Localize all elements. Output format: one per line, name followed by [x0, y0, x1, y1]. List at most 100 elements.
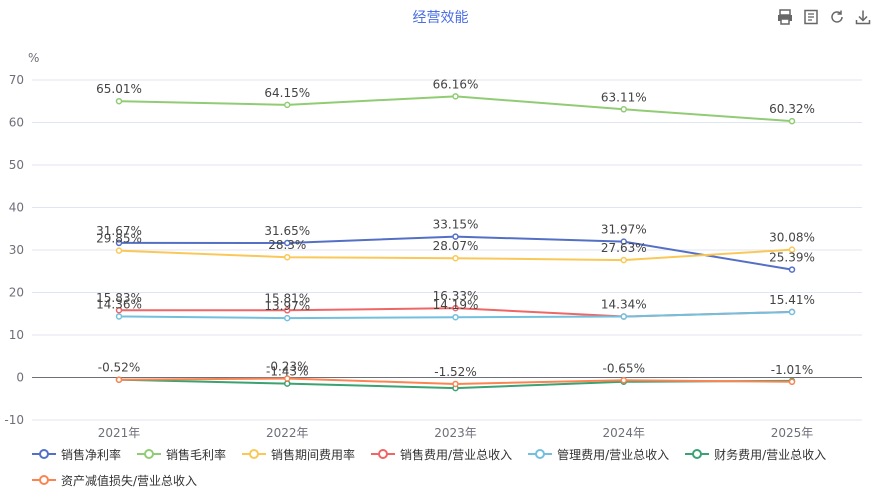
data-point[interactable]: [284, 239, 291, 247]
data-point[interactable]: [788, 378, 796, 386]
y-tick-label: 0: [16, 371, 24, 385]
data-point[interactable]: [284, 375, 291, 382]
series-lines: [115, 93, 796, 392]
data-label: 27.63%: [601, 241, 647, 255]
data-point[interactable]: [452, 380, 459, 388]
data-label: 14.36%: [96, 297, 142, 311]
data-label: 29.85%: [96, 232, 142, 246]
y-tick-label: 30: [9, 243, 24, 257]
legend-label: 销售期间费用率: [271, 447, 356, 462]
data-point[interactable]: [115, 97, 123, 105]
data-label: -1.01%: [771, 363, 813, 377]
data-label: 64.15%: [264, 86, 310, 100]
data-point[interactable]: [284, 314, 291, 322]
legend-item[interactable]: 销售期间费用率: [242, 446, 355, 462]
data-point[interactable]: [620, 238, 627, 245]
data-label: 14.19%: [433, 298, 479, 312]
legend-swatch-icon: [242, 449, 267, 459]
data-point[interactable]: [620, 106, 627, 113]
legend-label: 资产减值损失/营业总收入: [61, 473, 198, 488]
legend-label: 管理费用/营业总收入: [557, 447, 670, 462]
data-point[interactable]: [284, 307, 291, 314]
data-label: 63.11%: [601, 90, 647, 104]
data-point[interactable]: [115, 247, 123, 254]
data-label: 33.15%: [433, 218, 479, 232]
legend-item[interactable]: 资产减值损失/营业总收入: [32, 472, 197, 488]
data-label: 14.34%: [601, 298, 647, 312]
legend-swatch-icon: [685, 449, 710, 459]
data-point[interactable]: [620, 256, 627, 264]
data-label: 15.83%: [96, 291, 142, 305]
legend-swatch-icon: [371, 449, 396, 459]
y-tick-label: 70: [9, 73, 24, 87]
chart-title: 经营效能: [412, 10, 469, 26]
data-label: 16.33%: [433, 289, 479, 303]
axes: -10 0 10 20 30 40 50 60 70% 2021年 2022年 2023年 2024年 2…: [4, 51, 813, 440]
data-point[interactable]: [452, 313, 459, 321]
data-view-icon[interactable]: [801, 7, 821, 27]
y-tick-label: -10: [4, 413, 24, 427]
y-axis-unit: %: [28, 51, 39, 65]
y-tick-label: 60: [9, 116, 24, 130]
y-tick-label: 20: [9, 286, 24, 300]
legend-item[interactable]: 销售净利率: [32, 446, 121, 462]
data-point[interactable]: [284, 380, 291, 387]
data-label: 25.39%: [769, 251, 815, 265]
x-tick-label: 2021年: [98, 426, 141, 440]
data-label: 13.97%: [264, 299, 310, 313]
legend-swatch-icon: [137, 449, 162, 459]
data-label: 31.67%: [96, 224, 142, 238]
data-label: 28.3%: [268, 238, 306, 252]
data-point[interactable]: [620, 377, 627, 384]
data-point[interactable]: [452, 254, 459, 262]
data-point[interactable]: [788, 266, 796, 273]
y-tick-label: 10: [9, 328, 24, 342]
legend-item[interactable]: 管理费用/营业总收入: [528, 446, 669, 462]
data-point[interactable]: [115, 376, 123, 383]
data-labels: 31.67% 31.65% 33.15% 31.97% 25.39% 65.01% 64.1…: [96, 77, 815, 379]
print-icon[interactable]: [775, 7, 795, 27]
y-tick-label: 40: [9, 201, 24, 215]
data-label: -0.52%: [98, 361, 140, 375]
data-label: 28.07%: [433, 239, 479, 253]
legend-item[interactable]: 销售费用/营业总收入: [371, 446, 512, 462]
data-point[interactable]: [115, 313, 123, 320]
data-label: -1.52%: [434, 365, 476, 379]
legend-label: 销售净利率: [61, 447, 122, 462]
download-icon[interactable]: [853, 7, 873, 27]
data-point[interactable]: [788, 308, 796, 316]
legend-item[interactable]: 财务费用/营业总收入: [685, 446, 826, 462]
data-point[interactable]: [284, 253, 291, 261]
data-point[interactable]: [788, 117, 796, 125]
chart-legend: 销售净利率 销售毛利率 销售期间费用率 销售费用/营业总收入 管理费用/营业总收入 财务费…: [32, 446, 877, 488]
refresh-icon[interactable]: [827, 7, 847, 27]
data-label: 31.65%: [264, 224, 310, 238]
data-point[interactable]: [115, 306, 123, 314]
x-tick-label: 2025年: [771, 426, 814, 440]
data-label: -1.43%: [266, 365, 308, 379]
x-tick-label: 2024年: [602, 426, 645, 440]
data-label: 15.81%: [264, 291, 310, 305]
data-label: 15.41%: [769, 293, 815, 307]
legend-swatch-icon: [32, 449, 56, 459]
legend-swatch-icon: [32, 475, 56, 485]
data-point[interactable]: [284, 101, 291, 109]
data-point[interactable]: [452, 93, 459, 100]
grid-lines: [32, 79, 862, 421]
data-point[interactable]: [620, 313, 627, 320]
data-label: -0.23%: [266, 359, 308, 373]
chart-toolbar: [775, 7, 873, 27]
data-point[interactable]: [452, 233, 459, 240]
x-tick-label: 2022年: [266, 426, 309, 440]
legend-swatch-icon: [528, 449, 553, 459]
data-label: 65.01%: [96, 82, 142, 96]
data-point[interactable]: [452, 304, 459, 312]
data-label: -0.65%: [603, 361, 645, 375]
legend-label: 销售毛利率: [166, 447, 227, 462]
data-label: 60.32%: [769, 102, 815, 116]
legend-item[interactable]: 销售毛利率: [137, 446, 226, 462]
data-point[interactable]: [115, 239, 123, 247]
x-tick-label: 2023年: [434, 426, 477, 440]
data-point[interactable]: [788, 246, 796, 253]
